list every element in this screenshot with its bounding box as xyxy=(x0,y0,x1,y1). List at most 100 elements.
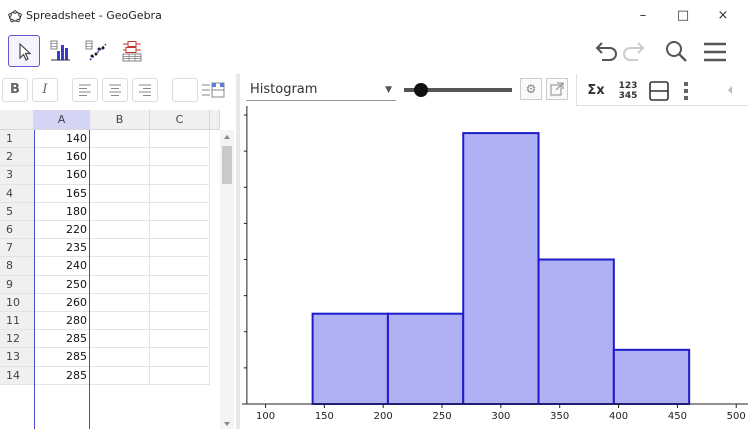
cell-b[interactable] xyxy=(90,148,150,166)
data-table-button[interactable]: 123 345 xyxy=(615,78,641,104)
column-header-a[interactable]: A xyxy=(34,110,90,130)
row-header[interactable]: 7 xyxy=(0,239,34,257)
cell-a[interactable]: 240 xyxy=(34,257,90,275)
column-header-b[interactable]: B xyxy=(90,110,150,130)
cell-b[interactable] xyxy=(90,330,150,348)
row-header[interactable]: 9 xyxy=(0,276,34,294)
two-variable-regression-button[interactable] xyxy=(80,35,112,67)
search-button[interactable] xyxy=(662,37,692,67)
export-chart-button[interactable] xyxy=(546,78,568,100)
cell-b[interactable] xyxy=(90,239,150,257)
align-center-button[interactable] xyxy=(102,78,128,102)
cell-c[interactable] xyxy=(150,312,210,330)
italic-button[interactable]: I xyxy=(32,78,58,102)
layout-toggle-button[interactable] xyxy=(647,80,671,102)
cell-c[interactable] xyxy=(150,367,210,385)
row-header[interactable]: 11 xyxy=(0,312,34,330)
one-variable-analysis-button[interactable] xyxy=(44,35,76,67)
row-header[interactable]: 2 xyxy=(0,148,34,166)
row-header[interactable]: 1 xyxy=(0,130,34,148)
redo-icon xyxy=(620,37,650,67)
cell-c[interactable] xyxy=(150,185,210,203)
cell-b[interactable] xyxy=(90,294,150,312)
cell-b[interactable] xyxy=(90,348,150,366)
row-header[interactable]: 5 xyxy=(0,203,34,221)
bold-button[interactable]: B xyxy=(2,78,28,102)
histogram-bar xyxy=(388,314,463,404)
more-options-button[interactable] xyxy=(681,80,691,102)
chart-options-button[interactable]: ⚙ xyxy=(520,78,542,100)
scroll-down-icon[interactable] xyxy=(220,419,234,429)
column-header-c[interactable]: C xyxy=(150,110,210,130)
cell-a[interactable]: 160 xyxy=(34,166,90,184)
column-header-d[interactable] xyxy=(210,110,220,130)
statistics-button[interactable]: Σx xyxy=(581,78,611,104)
cell-a[interactable]: 165 xyxy=(34,185,90,203)
cell-c[interactable] xyxy=(150,203,210,221)
cell-b[interactable] xyxy=(90,312,150,330)
row-header[interactable]: 12 xyxy=(0,330,34,348)
cell-b[interactable] xyxy=(90,185,150,203)
background-color-button[interactable] xyxy=(172,78,198,102)
chart-type-dropdown[interactable]: Histogram ▼ xyxy=(246,79,396,101)
multiple-variable-analysis-button[interactable] xyxy=(116,35,148,67)
cell-c[interactable] xyxy=(150,276,210,294)
cell-b[interactable] xyxy=(90,276,150,294)
vertical-scrollbar[interactable] xyxy=(220,130,234,429)
redo-button[interactable] xyxy=(620,37,650,67)
maximize-button[interactable]: □ xyxy=(668,6,698,26)
cell-c[interactable] xyxy=(150,294,210,312)
row-header[interactable]: 6 xyxy=(0,221,34,239)
collapse-panel-button[interactable] xyxy=(723,82,737,98)
cell-c[interactable] xyxy=(150,348,210,366)
row-header[interactable]: 8 xyxy=(0,257,34,275)
undo-button[interactable] xyxy=(590,37,620,67)
minimize-button[interactable]: – xyxy=(628,6,658,26)
row-header[interactable]: 3 xyxy=(0,166,34,184)
cell-a[interactable]: 260 xyxy=(34,294,90,312)
align-left-button[interactable] xyxy=(72,78,98,102)
align-right-button[interactable] xyxy=(132,78,158,102)
cell-a[interactable]: 180 xyxy=(34,203,90,221)
cell-b[interactable] xyxy=(90,221,150,239)
histogram-chart[interactable]: 1001502002503003504004505000246810121416 xyxy=(242,106,748,429)
cell-c[interactable] xyxy=(150,148,210,166)
border-style-button[interactable] xyxy=(200,82,226,98)
cell-c[interactable] xyxy=(150,257,210,275)
row-header[interactable]: 4 xyxy=(0,185,34,203)
cell-a[interactable]: 220 xyxy=(34,221,90,239)
row-header[interactable]: 13 xyxy=(0,348,34,366)
cell-b[interactable] xyxy=(90,166,150,184)
main-menu-button[interactable] xyxy=(700,37,730,67)
move-tool-button[interactable] xyxy=(8,35,40,67)
cell-a[interactable]: 285 xyxy=(34,348,90,366)
cell-a[interactable]: 280 xyxy=(34,312,90,330)
scroll-up-icon[interactable] xyxy=(220,132,234,142)
cell-a[interactable]: 285 xyxy=(34,330,90,348)
data-analysis-toolbar: Histogram ▼ ⚙ Σx 123 345 xyxy=(242,74,748,106)
cell-a[interactable]: 160 xyxy=(34,148,90,166)
row-header[interactable]: 14 xyxy=(0,367,34,385)
cell-c[interactable] xyxy=(150,330,210,348)
view-divider[interactable] xyxy=(236,74,240,429)
class-slider-handle[interactable] xyxy=(414,83,428,97)
cell-b[interactable] xyxy=(90,257,150,275)
cell-a[interactable]: 140 xyxy=(34,130,90,148)
scrollbar-thumb[interactable] xyxy=(222,146,232,184)
cell-border-icon xyxy=(200,82,226,98)
corner-header[interactable] xyxy=(0,110,34,130)
triangle-left-icon xyxy=(723,82,737,98)
cell-a[interactable]: 235 xyxy=(34,239,90,257)
close-button[interactable]: × xyxy=(708,6,738,26)
row-header[interactable]: 10 xyxy=(0,294,34,312)
cell-c[interactable] xyxy=(150,221,210,239)
cell-b[interactable] xyxy=(90,130,150,148)
cell-a[interactable]: 285 xyxy=(34,367,90,385)
cell-c[interactable] xyxy=(150,130,210,148)
cell-a[interactable]: 250 xyxy=(34,276,90,294)
cell-c[interactable] xyxy=(150,166,210,184)
cell-b[interactable] xyxy=(90,367,150,385)
cell-b[interactable] xyxy=(90,203,150,221)
cell-c[interactable] xyxy=(150,239,210,257)
